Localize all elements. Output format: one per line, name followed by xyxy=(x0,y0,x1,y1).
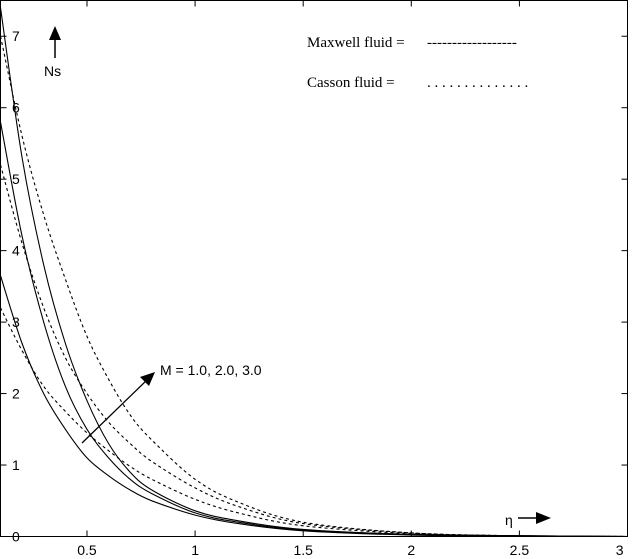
series-line-4 xyxy=(0,36,628,538)
legend-maxwell-label: Maxwell fluid = xyxy=(307,35,405,51)
annotation-text: M = 1.0, 2.0, 3.0 xyxy=(160,362,262,378)
x-tick-label: 1 xyxy=(191,542,199,558)
y-tick-label: 7 xyxy=(12,28,20,44)
ylabel: Ns xyxy=(44,63,61,79)
x-tick-label: 2 xyxy=(407,542,415,558)
legend: Maxwell fluid = ------------------ Casso… xyxy=(307,35,528,91)
series-line-6 xyxy=(0,307,628,538)
xlabel-arrow-head xyxy=(536,512,551,524)
y-tick-label: 3 xyxy=(12,314,20,330)
legend-casson-label: Casson fluid = xyxy=(307,75,395,91)
ylabel-group: Ns xyxy=(44,26,61,79)
y-tick-label: 5 xyxy=(12,171,20,187)
series-line-5 xyxy=(0,164,628,538)
x-tick-label: 0.5 xyxy=(77,542,97,558)
annotation-arrow-head xyxy=(140,372,155,386)
annotation-arrow-shaft xyxy=(81,378,149,444)
legend-casson-sample: . . . . . . . . . . . . . . xyxy=(427,75,528,91)
xlabel-group: η xyxy=(505,512,551,528)
y-tick-label: 1 xyxy=(12,457,20,473)
xlabel: η xyxy=(505,512,513,528)
x-tick-label: 2.5 xyxy=(510,542,530,558)
series-line-3 xyxy=(0,275,628,538)
y-tick-label: 4 xyxy=(12,243,20,259)
series-group xyxy=(0,7,628,538)
x-tick-labels: 0.5 1 1.5 2 2.5 3 xyxy=(77,542,623,558)
x-tick-label: 3 xyxy=(616,542,624,558)
annotation-group: M = 1.0, 2.0, 3.0 xyxy=(81,362,262,444)
y-tick-label: 0 xyxy=(12,529,20,545)
ylabel-arrow-head xyxy=(49,26,61,40)
legend-maxwell-sample: ------------------ xyxy=(427,35,517,51)
plot-frame xyxy=(0,0,628,537)
y-tick-label: 2 xyxy=(12,386,20,402)
axis-ticks xyxy=(0,0,628,537)
x-tick-label: 1.5 xyxy=(293,542,313,558)
series-line-2 xyxy=(0,121,628,538)
